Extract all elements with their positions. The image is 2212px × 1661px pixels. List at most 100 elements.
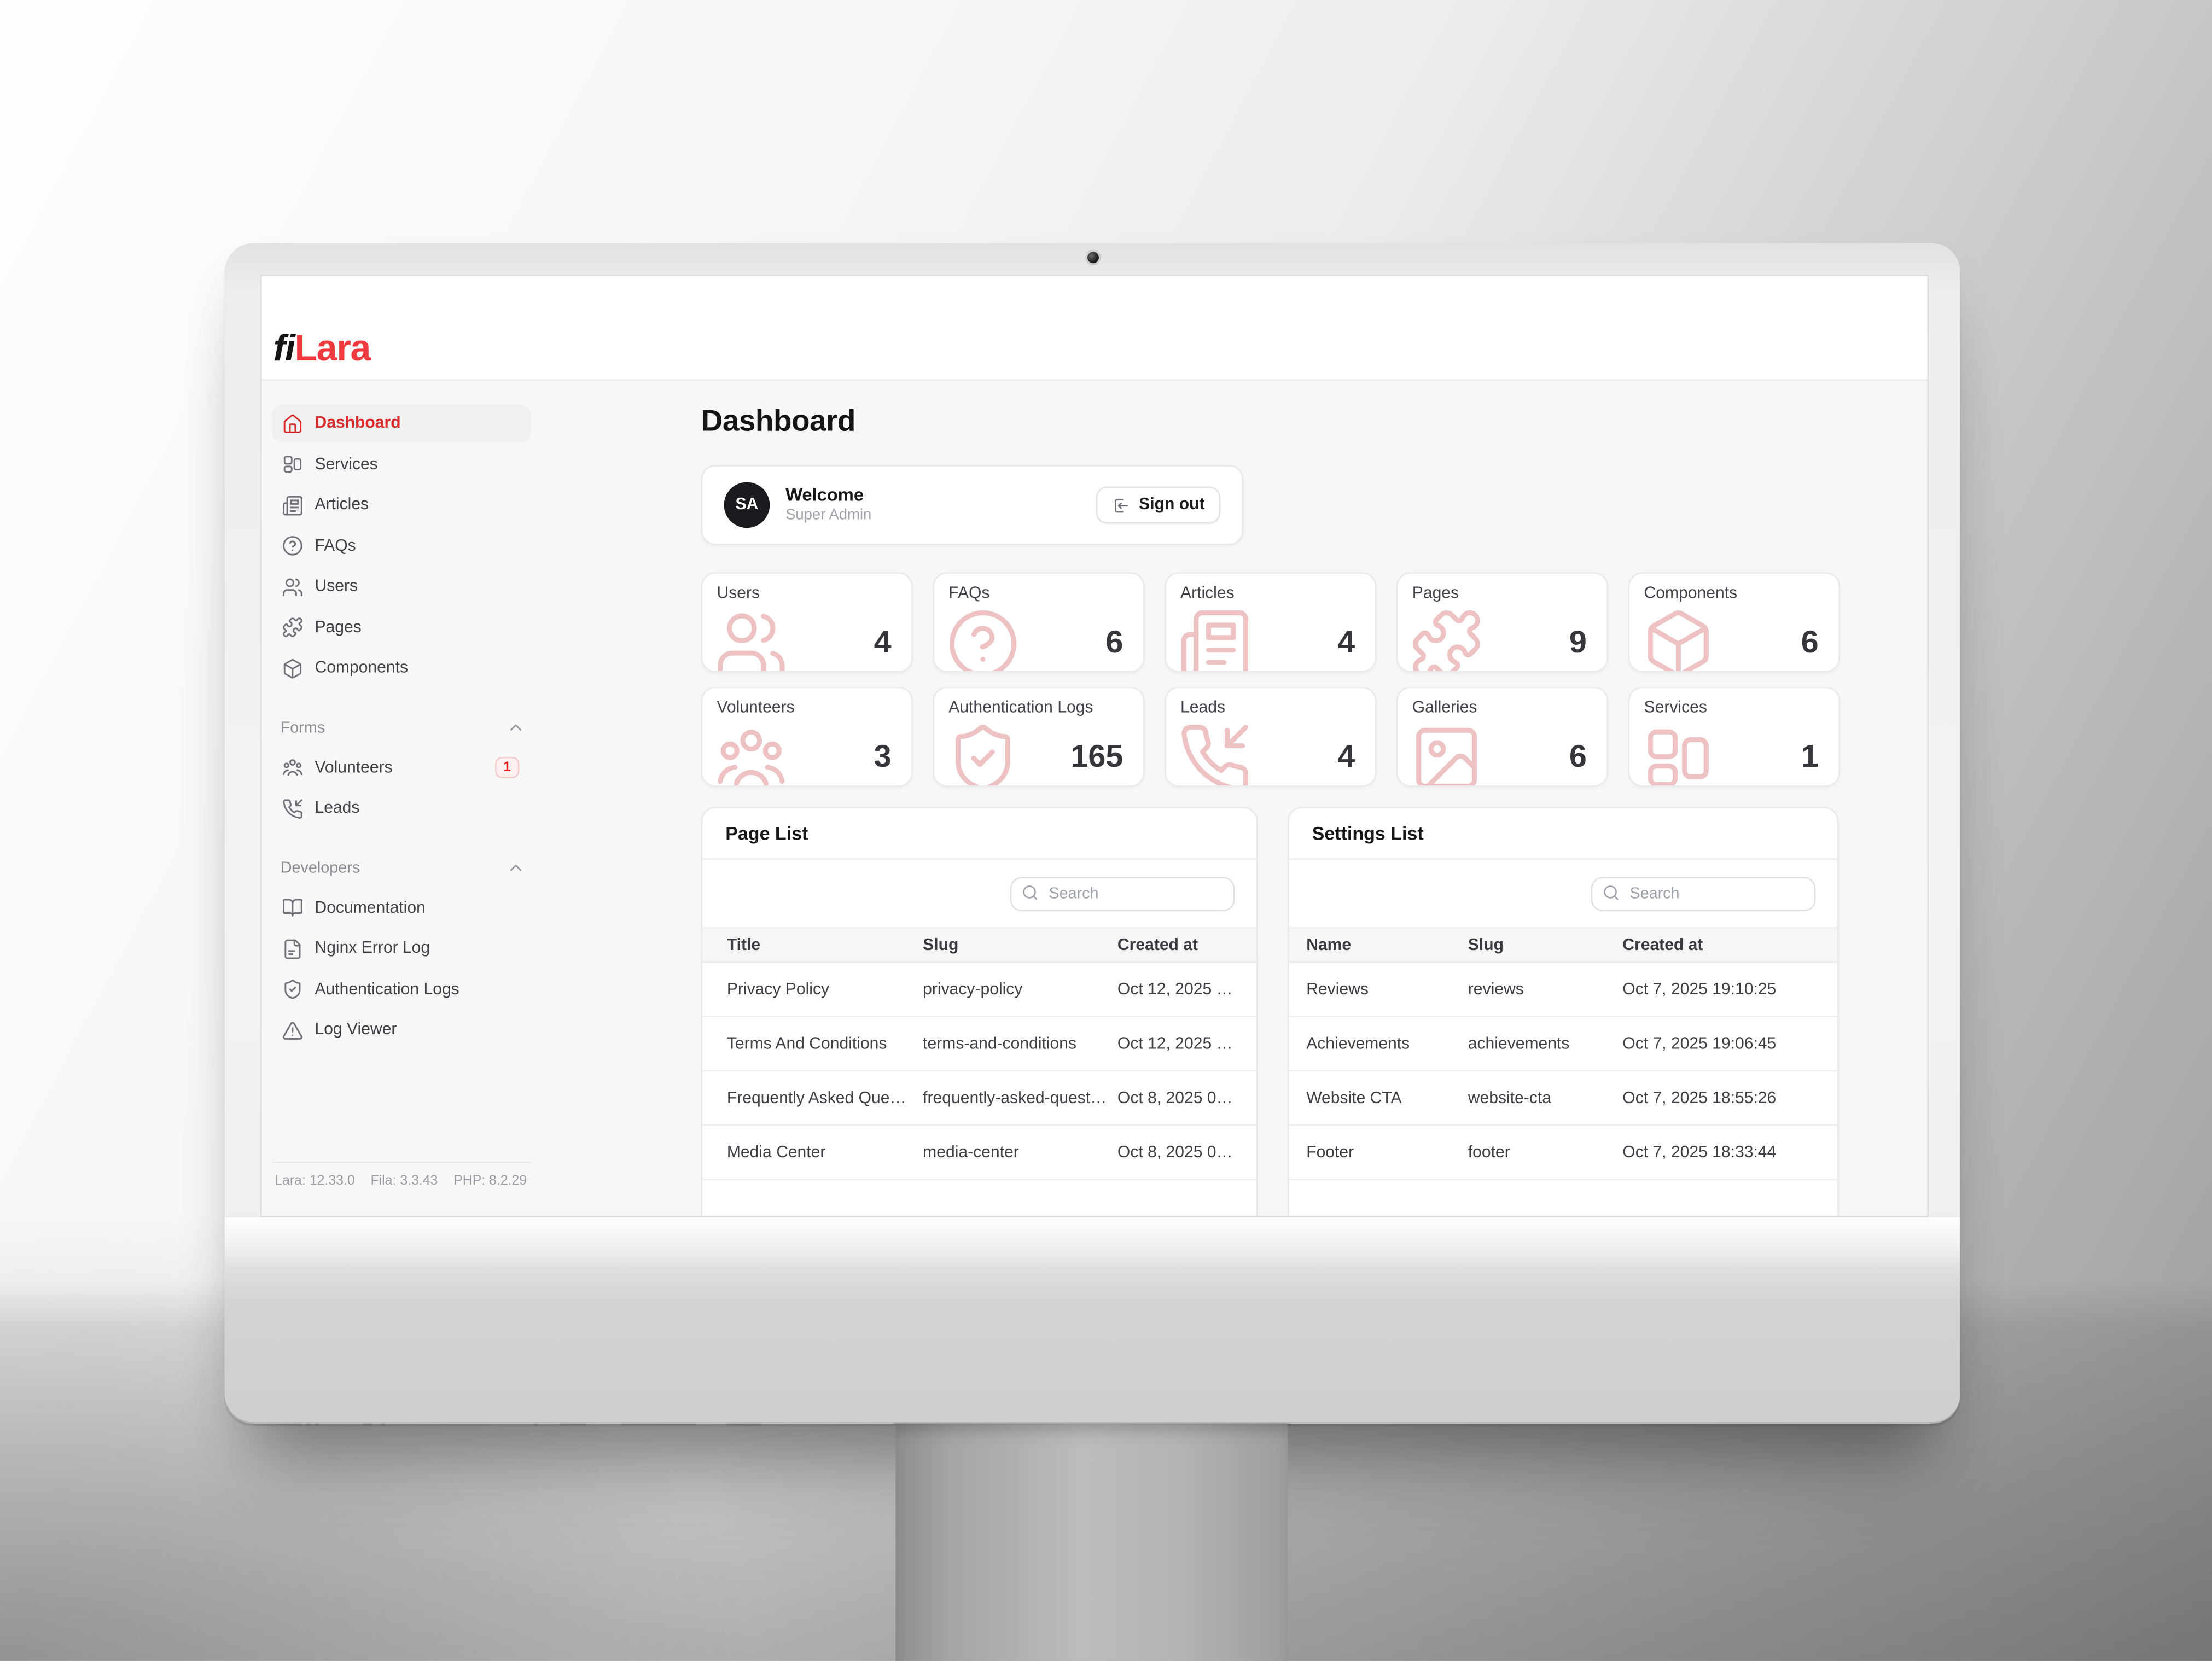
welcome-card: SA Welcome Super Admin Sign out	[701, 465, 1244, 545]
app-window: fiLara Dashboard Services Articles	[261, 276, 1928, 1216]
sidebar-item-leads[interactable]: Leads	[272, 790, 531, 827]
table-row[interactable]: Reviews reviews Oct 7, 2025 19:10:25	[1289, 963, 1837, 1017]
stat-value: 165	[1070, 738, 1124, 774]
table-row[interactable]: Website CTA website-cta Oct 7, 2025 18:5…	[1289, 1071, 1837, 1126]
sidebar-item-label: Articles	[315, 496, 369, 514]
stat-card-users[interactable]: Users 4	[701, 572, 913, 673]
stat-card-pages[interactable]: Pages 9	[1396, 572, 1609, 673]
sidebar-item-label: FAQs	[315, 537, 356, 555]
stats-grid: Users 4 FAQs 6 Articles 4	[701, 572, 1840, 787]
logo-text-black: fi	[273, 326, 295, 369]
sidebar-section-forms[interactable]: Forms	[272, 712, 531, 743]
file-text-icon	[281, 937, 304, 960]
table-row[interactable]: Privacy Policy privacy-policy Oct 12, 20…	[702, 963, 1256, 1017]
sidebar-item-nginx-error-log[interactable]: Nginx Error Log	[272, 930, 531, 967]
shield-check-icon	[281, 978, 304, 1001]
table-row[interactable]: Terms And Conditions terms-and-condition…	[702, 1017, 1256, 1072]
stat-card-authentication-logs[interactable]: Authentication Logs 165	[933, 686, 1145, 787]
sidebar-item-authentication-logs[interactable]: Authentication Logs	[272, 971, 531, 1008]
sidebar-item-volunteers[interactable]: Volunteers 1	[272, 749, 531, 786]
puzzle-icon	[1410, 607, 1484, 672]
monitor-frame: fiLara Dashboard Services Articles	[224, 243, 1960, 1424]
stat-value: 6	[1569, 738, 1587, 774]
section-label: Forms	[280, 719, 325, 736]
box-icon	[281, 657, 304, 680]
stat-card-leads[interactable]: Leads 4	[1165, 686, 1377, 787]
sign-out-label: Sign out	[1139, 496, 1205, 514]
table-row[interactable]: Frequently Asked Questions frequently-as…	[702, 1071, 1256, 1126]
sidebar-item-users[interactable]: Users	[272, 568, 531, 605]
sidebar: Dashboard Services Articles FAQs	[262, 381, 548, 1216]
section-label: Developers	[280, 859, 360, 877]
stat-value: 6	[1105, 623, 1124, 660]
stat-card-articles[interactable]: Articles 4	[1165, 572, 1377, 673]
page-list-card: Page List Title Slug	[701, 807, 1258, 1216]
puzzle-icon	[281, 616, 304, 639]
sidebar-item-documentation[interactable]: Documentation	[272, 889, 531, 926]
search-input[interactable]	[1591, 876, 1816, 911]
sidebar-item-log-viewer[interactable]: Log Viewer	[272, 1011, 531, 1048]
triangle-alert-icon	[281, 1018, 304, 1041]
box-icon	[1641, 607, 1715, 672]
sidebar-item-pages[interactable]: Pages	[272, 609, 531, 646]
search-input[interactable]	[1010, 876, 1235, 911]
stat-value: 4	[1337, 738, 1355, 774]
sidebar-item-label: Pages	[315, 619, 362, 636]
home-icon	[281, 412, 304, 435]
stat-card-volunteers[interactable]: Volunteers 3	[701, 686, 913, 787]
sidebar-item-label: Components	[315, 659, 409, 677]
stat-value: 1	[1801, 738, 1819, 774]
phone-incoming-icon	[281, 797, 304, 820]
page-list-header: Title Slug Created at	[702, 927, 1256, 963]
sidebar-item-articles[interactable]: Articles	[272, 486, 531, 523]
version-php: PHP: 8.2.29	[453, 1173, 527, 1189]
stat-card-faqs[interactable]: FAQs 6	[933, 572, 1145, 673]
sidebar-item-label: Volunteers	[315, 759, 393, 777]
monitor-stand	[895, 1423, 1288, 1661]
sidebar-section-developers[interactable]: Developers	[272, 852, 531, 884]
camera-dot	[1086, 252, 1098, 264]
sidebar-item-label: Authentication Logs	[315, 981, 459, 998]
sidebar-item-label: Dashboard	[315, 415, 401, 432]
stat-card-galleries[interactable]: Galleries 6	[1396, 686, 1609, 787]
table-row[interactable]: Media Center media-center Oct 8, 2025 00…	[702, 1126, 1256, 1181]
stat-card-components[interactable]: Components 6	[1628, 572, 1840, 673]
newspaper-icon	[281, 493, 304, 516]
phone-incoming-icon	[1178, 721, 1252, 786]
settings-list-card: Settings List Name Slug	[1288, 807, 1839, 1216]
stat-value: 9	[1569, 623, 1587, 660]
sidebar-item-label: Services	[315, 456, 378, 473]
sidebar-item-dashboard[interactable]: Dashboard	[271, 405, 531, 442]
sidebar-item-faqs[interactable]: FAQs	[272, 527, 531, 564]
table-row[interactable]: Achievements achievements Oct 7, 2025 19…	[1289, 1017, 1837, 1072]
stat-value: 4	[874, 623, 892, 660]
page-list-search[interactable]	[1010, 876, 1235, 911]
help-circle-icon	[946, 607, 1020, 672]
sidebar-item-label: Leads	[315, 800, 360, 817]
avatar: SA	[724, 482, 770, 528]
stat-card-services[interactable]: Services 1	[1628, 686, 1840, 787]
sidebar-item-label: Users	[315, 578, 358, 596]
settings-list-header: Name Slug Created at	[1289, 927, 1837, 963]
help-circle-icon	[281, 534, 304, 557]
table-row[interactable]: Footer footer Oct 7, 2025 18:33:44	[1289, 1126, 1837, 1181]
users-icon	[281, 575, 304, 598]
users-round-icon	[714, 721, 788, 786]
page-title: Dashboard	[701, 405, 856, 438]
settings-list-search[interactable]	[1591, 876, 1816, 911]
image-icon	[1410, 721, 1484, 786]
logout-icon	[1115, 498, 1128, 512]
sign-out-button[interactable]: Sign out	[1096, 486, 1221, 524]
chevron-up-icon	[510, 724, 521, 731]
users-icon	[714, 607, 788, 672]
sidebar-item-components[interactable]: Components	[272, 650, 531, 687]
newspaper-icon	[1178, 607, 1252, 672]
sidebar-item-services[interactable]: Services	[272, 446, 531, 483]
stat-value: 3	[874, 738, 892, 774]
book-open-icon	[281, 896, 304, 919]
brand-logo[interactable]: fiLara	[273, 326, 371, 380]
stat-value: 6	[1801, 623, 1819, 660]
sidebar-item-label: Documentation	[315, 899, 426, 917]
sidebar-footer: Lara: 12.33.0 Fila: 3.3.43 PHP: 8.2.29	[271, 1162, 531, 1216]
